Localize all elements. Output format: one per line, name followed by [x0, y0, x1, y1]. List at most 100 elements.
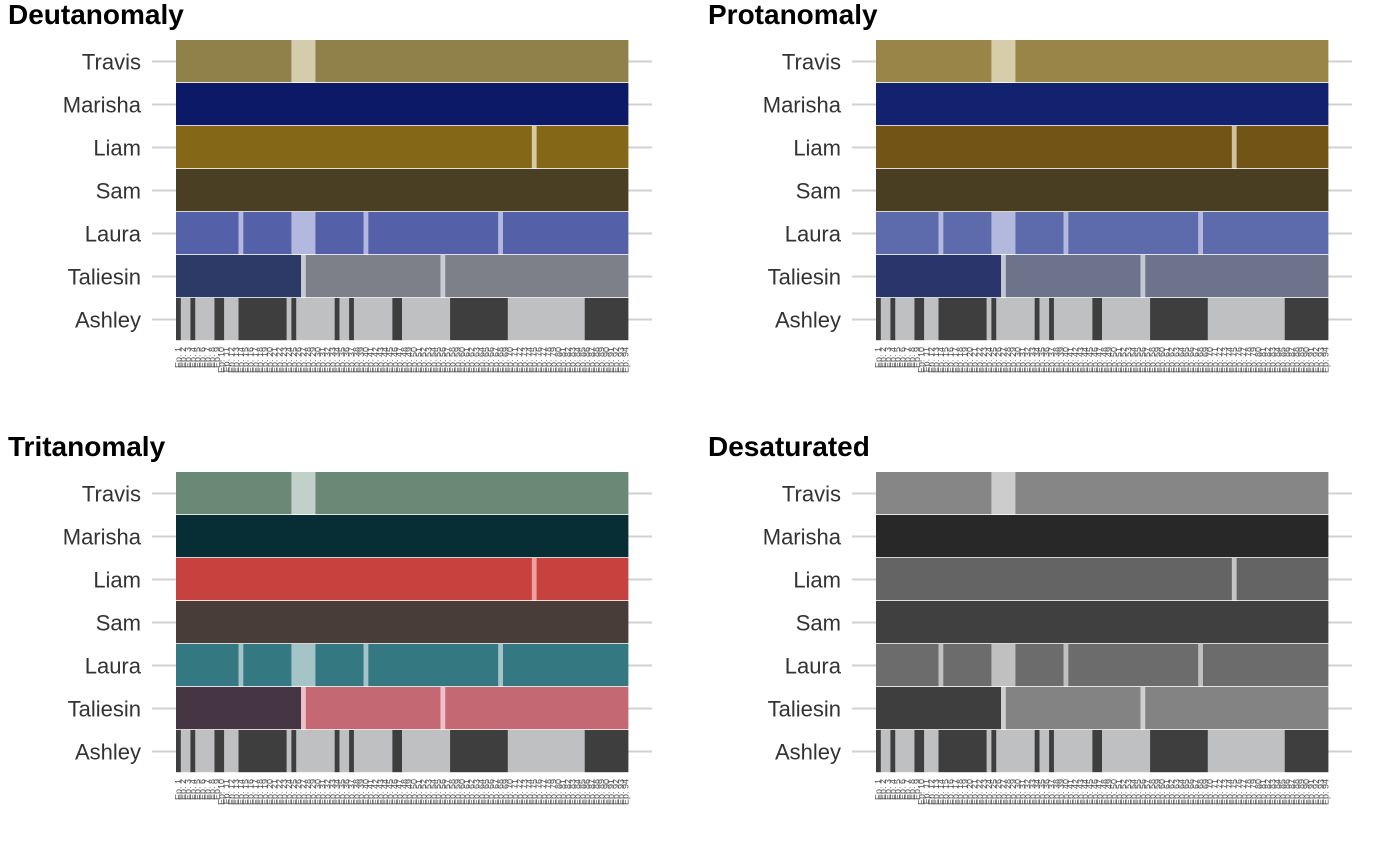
x-tick-label: Ep. 54 [1128, 347, 1138, 373]
x-tick-label: Ep. 39 [356, 347, 366, 373]
heatmap-tile [291, 730, 297, 773]
x-tick-label: Ep. 32 [1022, 779, 1032, 805]
x-tick-label: Ep. 37 [347, 779, 357, 805]
x-tick-label: Ep. 58 [1147, 779, 1157, 805]
heatmap-tile [339, 730, 350, 773]
x-tick-label: Ep. 62 [1167, 779, 1177, 805]
x-tick-label: Ep. 16 [946, 347, 956, 373]
x-tick-label: Ep. 80 [553, 347, 563, 373]
x-tick-label: Ep. 43 [375, 779, 385, 805]
y-tick-label: Laura [785, 222, 842, 247]
heatmap-tile [176, 83, 629, 126]
x-tick-label: Ep. 81 [1258, 347, 1268, 373]
x-tick-label: Ep. 92 [1311, 347, 1321, 373]
x-tick-label: Ep. 38 [1051, 347, 1061, 373]
heatmap-tile [986, 730, 992, 773]
x-tick-label: Ep. 92 [611, 347, 621, 373]
x-tick-label: Ep. 86 [582, 347, 592, 373]
heatmap-tile [243, 212, 292, 255]
heatmap-tile [876, 255, 1002, 298]
x-tick-label: Ep. 94 [1321, 347, 1331, 373]
x-tick-label: Ep. 81 [1258, 779, 1268, 805]
x-tick-label: Ep. 6 [197, 347, 207, 368]
heatmap-tile [353, 730, 393, 773]
x-tick-label: Ep. 15 [241, 779, 251, 805]
x-tick-label: Ep. 52 [419, 779, 429, 805]
x-tick-label: Ep. 80 [1253, 347, 1263, 373]
y-tick-label: Travis [782, 482, 841, 507]
x-tick-label: Ep. 3 [883, 347, 893, 368]
x-tick-label: Ep. 31 [318, 347, 328, 373]
x-tick-label: Ep. 65 [481, 347, 491, 373]
y-tick-label: Taliesin [68, 265, 141, 290]
y-tick-label: Marisha [63, 525, 142, 550]
heatmap-tile [938, 212, 944, 255]
x-tick-label: Ep. 87 [587, 779, 597, 805]
heatmap-tile [450, 298, 509, 341]
x-tick-label: Ep. 2 [178, 779, 188, 800]
heatmap-tile [176, 212, 239, 255]
x-tick-label: Ep. 41 [366, 347, 376, 373]
heatmap-tile [914, 730, 925, 773]
x-tick-label: Ep. 64 [476, 779, 486, 805]
heatmap-tile [243, 644, 292, 687]
chart-panel-deutanomaly: Deutanomaly Travis Marisha Liam Sam Laura Tal… [0, 0, 700, 432]
heatmap-tile [301, 687, 307, 730]
x-tick-label: Ep. 53 [1123, 347, 1133, 373]
x-tick-label: Ep. 66 [1186, 347, 1196, 373]
y-tick-label: Marisha [763, 525, 842, 550]
x-tick-label: Ep. 20 [265, 779, 275, 805]
x-tick-label: Ep. 65 [1181, 779, 1191, 805]
heatmap-tile [1198, 644, 1204, 687]
heatmap-tile [991, 298, 997, 341]
heatmap-tile [536, 126, 629, 169]
heatmap-tile [224, 298, 239, 341]
x-tick-label: Ep. 55 [1133, 347, 1143, 373]
x-tick-label: Ep. 88 [1292, 779, 1302, 805]
x-tick-label: Ep. 52 [1119, 779, 1129, 805]
x-tick-label: Ep. 49 [1104, 779, 1114, 805]
y-tick-label: Sam [96, 179, 141, 204]
x-tick-label: Ep. 34 [332, 347, 342, 373]
x-tick-label: Ep. 90 [1301, 347, 1311, 373]
y-tick-label: Sam [796, 611, 841, 636]
heatmap-tile [876, 126, 1233, 169]
heatmap-tile [991, 730, 997, 773]
x-tick-label: Ep. 60 [457, 347, 467, 373]
x-tick-label: Ep. 25 [289, 347, 299, 373]
x-tick-label: Ep. 41 [1066, 779, 1076, 805]
heatmap-tile [880, 298, 891, 341]
x-tick-label: Ep. 54 [428, 347, 438, 373]
heatmap-tile [1150, 298, 1209, 341]
x-tick-label: Ep. 9 [912, 779, 922, 800]
x-tick-label: Ep. 31 [1018, 347, 1028, 373]
heatmap-tile [392, 298, 403, 341]
x-tick-label: Ep. 46 [390, 779, 400, 805]
x-tick-label: Ep. 6 [197, 779, 207, 800]
heatmap-tile [1001, 687, 1007, 730]
x-tick-label: Ep. 27 [298, 347, 308, 373]
heatmap-svg: Travis Marisha Liam Sam Laura Taliesin Ashley E… [63, 472, 652, 805]
x-tick-label: Ep. 65 [1181, 347, 1191, 373]
x-tick-label: Ep. 42 [1071, 779, 1081, 805]
heatmap-tile [1068, 212, 1199, 255]
heatmap-tile [536, 558, 629, 601]
x-tick-label: Ep. 37 [347, 347, 357, 373]
x-tick-label: Ep. 66 [1186, 779, 1196, 805]
x-tick-label: Ep. 28 [303, 779, 313, 805]
x-tick-label: Ep. 13 [231, 347, 241, 373]
x-tick-label: Ep. 34 [332, 779, 342, 805]
heatmap-tile [176, 644, 239, 687]
heatmap-tile [1207, 298, 1286, 341]
x-tick-label: Ep. 47 [395, 347, 405, 373]
x-tick-label: Ep. 50 [409, 347, 419, 373]
heatmap-tile [895, 730, 915, 773]
x-tick-label: Ep. 4 [188, 779, 198, 800]
x-tick-label: Ep. 53 [423, 779, 433, 805]
x-tick-label: Ep. 51 [1114, 347, 1124, 373]
y-tick-label: Taliesin [768, 265, 841, 290]
heatmap-tile [876, 558, 1233, 601]
x-tick-label: Ep. 45 [1085, 779, 1095, 805]
x-tick-label: Ep. 10 [217, 347, 227, 373]
heatmap-tile [176, 169, 629, 212]
